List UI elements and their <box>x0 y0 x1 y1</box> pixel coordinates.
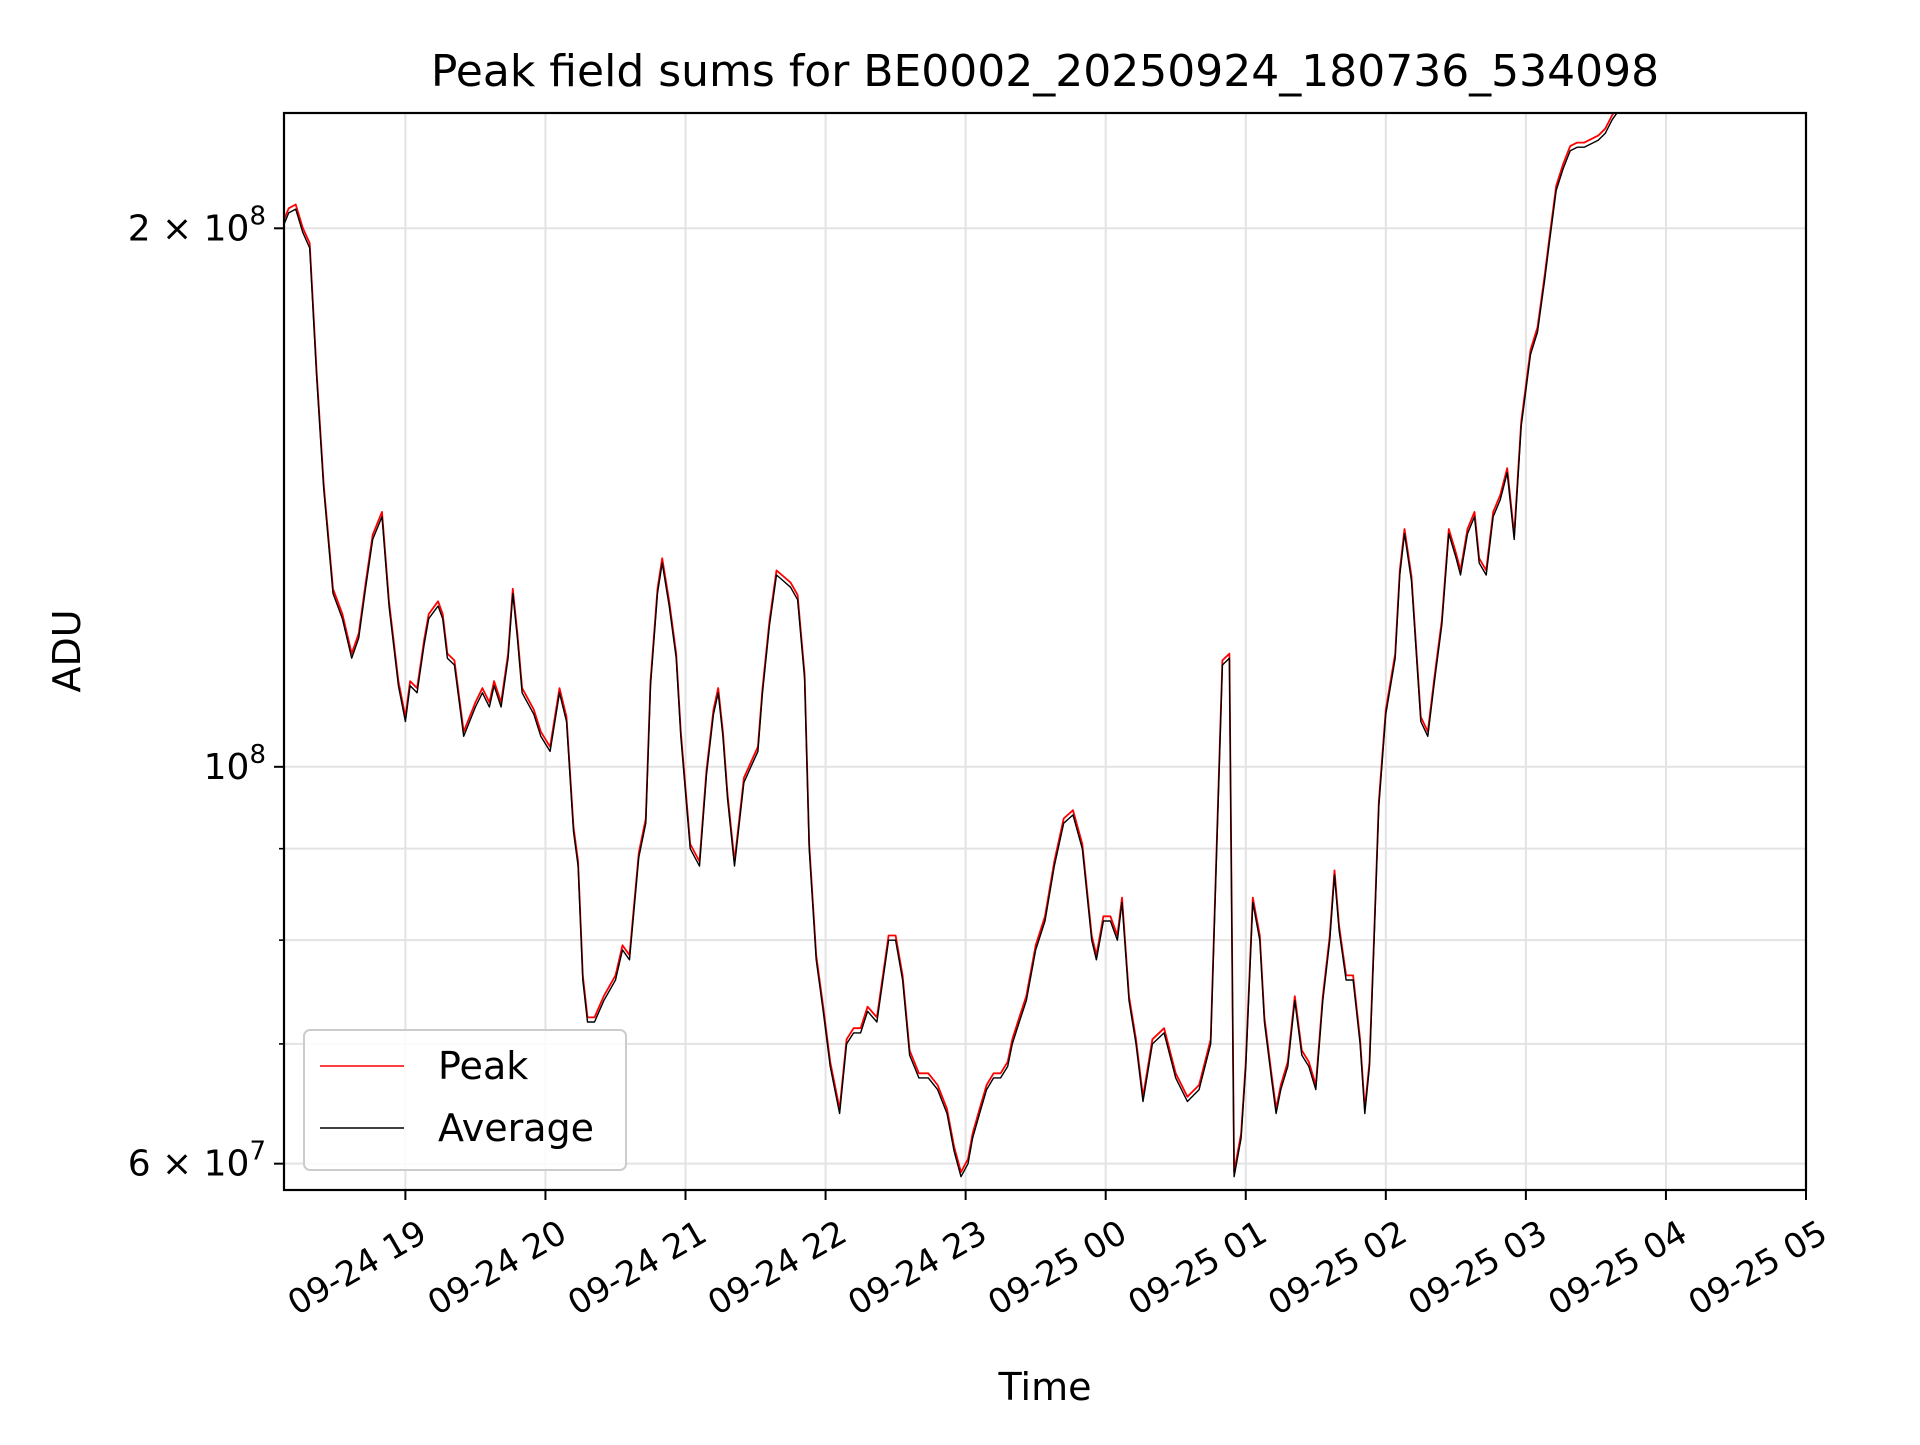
y-axis-label: ADU <box>45 609 89 692</box>
legend: Peak Average <box>303 1029 627 1171</box>
y-tick-label: 2 × 108 <box>128 201 266 249</box>
y-tick-label: 108 <box>204 740 266 788</box>
legend-label-peak: Peak <box>438 1044 528 1088</box>
y-axis-ticks: 6 × 107 108 2 × 108 <box>128 201 284 1185</box>
plot-frame <box>282 111 1808 1192</box>
series-layer <box>284 113 1618 1178</box>
legend-box <box>303 1029 627 1171</box>
series-line-average <box>284 113 1618 1178</box>
x-axis-label: Time <box>998 1365 1092 1409</box>
legend-label-average: Average <box>438 1106 594 1150</box>
chart-title: Peak field sums for BE0002_20250924_1807… <box>431 46 1659 97</box>
y-tick-label: 6 × 107 <box>128 1137 266 1185</box>
